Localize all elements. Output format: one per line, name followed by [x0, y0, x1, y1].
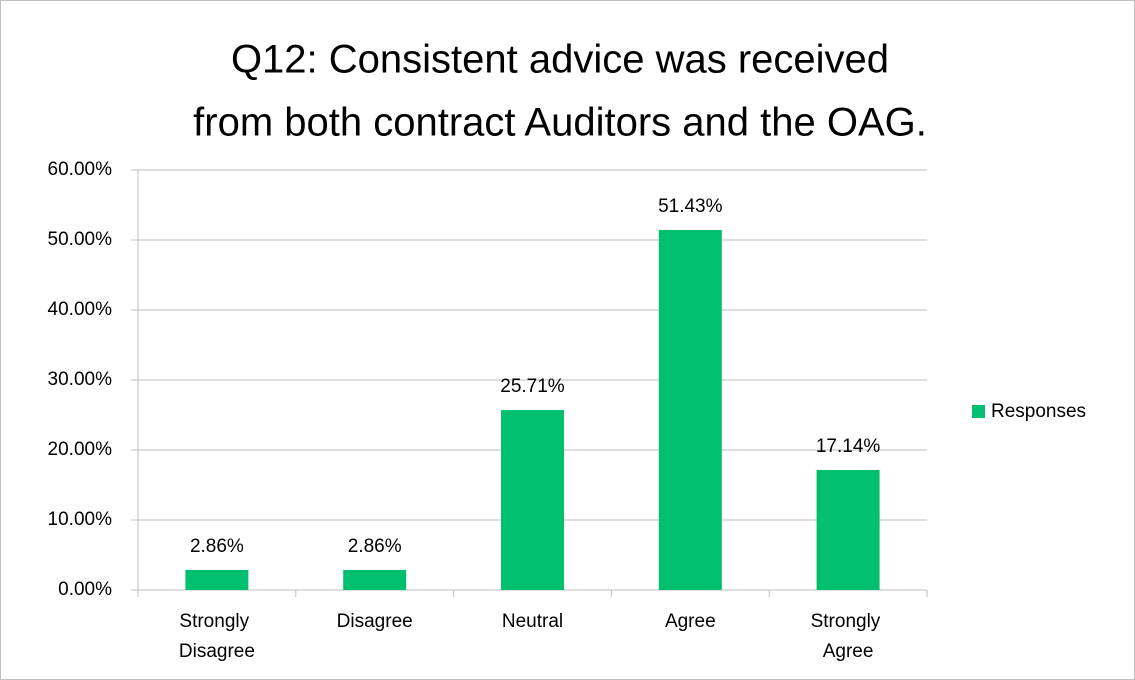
data-label: 25.71% — [500, 376, 565, 397]
y-tick-label: 10.00% — [48, 509, 113, 530]
x-tick-label: Neutral — [502, 611, 563, 632]
chart-title: Q12: Consistent advice was received — [231, 38, 889, 82]
bar — [185, 569, 249, 590]
bar — [658, 229, 722, 591]
data-label: 17.14% — [816, 436, 881, 457]
y-tick-label: 50.00% — [48, 229, 113, 250]
chart-title: from both contract Auditors and the OAG. — [193, 101, 927, 145]
y-tick-label: 40.00% — [48, 299, 113, 320]
bar — [816, 470, 880, 590]
bar — [343, 569, 407, 590]
data-label: 51.43% — [658, 196, 723, 217]
x-tick-label: Strongly Disagree — [179, 611, 255, 662]
data-label: 2.86% — [190, 536, 244, 557]
x-tick-label: Disagree — [337, 611, 413, 632]
y-tick-label: 0.00% — [58, 579, 112, 600]
bar — [501, 410, 564, 590]
x-tick-label: Strongly Agree — [811, 611, 886, 662]
data-label: 2.86% — [348, 536, 402, 557]
legend-label: Responses — [991, 401, 1086, 422]
legend-swatch — [972, 405, 985, 418]
x-tick-label: Agree — [665, 611, 716, 632]
y-tick-label: 20.00% — [48, 439, 113, 460]
y-tick-label: 60.00% — [48, 159, 113, 180]
y-tick-label: 30.00% — [48, 369, 113, 390]
